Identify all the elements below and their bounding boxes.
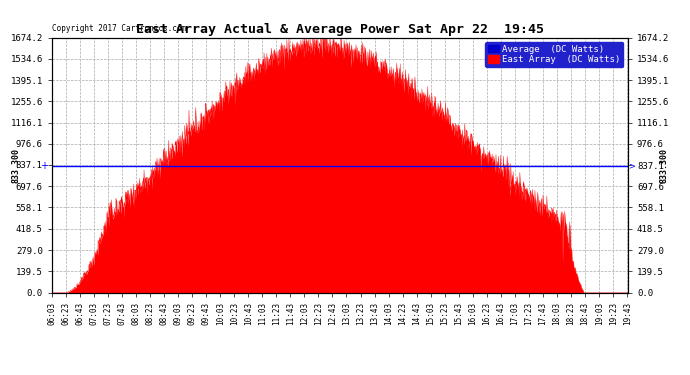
Text: 833.300: 833.300 [660,148,669,183]
Text: 833.300: 833.300 [11,148,20,183]
Legend: Average  (DC Watts), East Array  (DC Watts): Average (DC Watts), East Array (DC Watts… [485,42,623,67]
Title: East Array Actual & Average Power Sat Apr 22  19:45: East Array Actual & Average Power Sat Ap… [136,23,544,36]
Text: >: > [628,161,635,170]
Text: Copyright 2017 Cartronics.com: Copyright 2017 Cartronics.com [52,24,186,33]
Text: +: + [41,160,52,171]
